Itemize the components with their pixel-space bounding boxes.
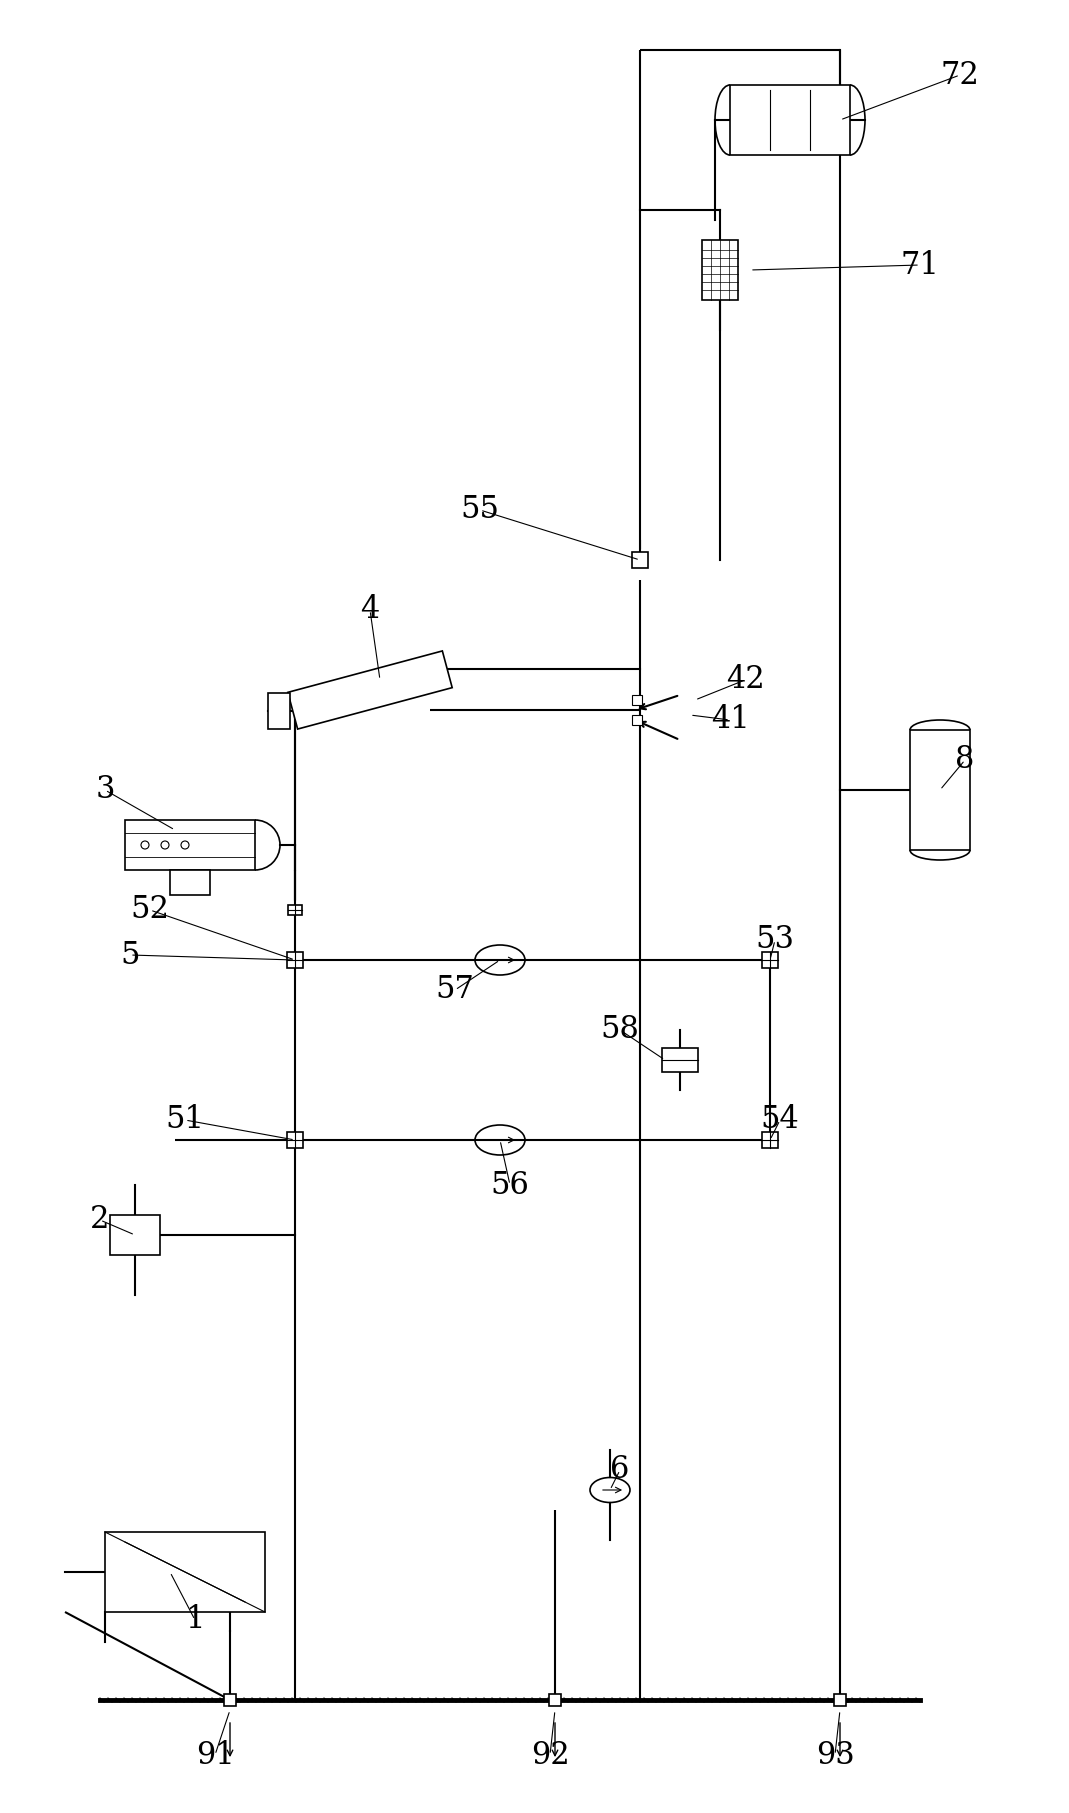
- Text: 6: 6: [610, 1454, 630, 1485]
- Text: 54: 54: [761, 1104, 800, 1135]
- Text: 53: 53: [756, 925, 794, 955]
- Polygon shape: [288, 651, 452, 729]
- Text: 55: 55: [461, 495, 499, 526]
- Bar: [632, 694, 642, 705]
- Circle shape: [141, 841, 149, 848]
- Bar: [288, 905, 303, 916]
- Bar: [662, 1048, 698, 1071]
- Text: 2: 2: [90, 1204, 110, 1235]
- Bar: [730, 85, 850, 154]
- Text: 72: 72: [941, 60, 979, 91]
- Bar: [834, 1693, 846, 1706]
- Text: 91: 91: [196, 1739, 234, 1771]
- Bar: [286, 1131, 303, 1148]
- Text: 4: 4: [360, 595, 379, 625]
- Circle shape: [161, 841, 169, 848]
- Bar: [910, 731, 970, 850]
- Text: 1: 1: [185, 1605, 205, 1635]
- Bar: [286, 952, 303, 968]
- Text: 42: 42: [726, 665, 764, 696]
- Text: 93: 93: [816, 1739, 854, 1771]
- Text: 92: 92: [530, 1739, 570, 1771]
- Bar: [762, 952, 778, 968]
- Text: 41: 41: [711, 705, 749, 736]
- Bar: [110, 1215, 160, 1255]
- Bar: [267, 693, 290, 729]
- Text: 56: 56: [491, 1169, 529, 1200]
- Bar: [549, 1693, 561, 1706]
- Circle shape: [181, 841, 189, 848]
- Text: 52: 52: [130, 894, 170, 925]
- Text: 3: 3: [95, 774, 114, 805]
- Text: 8: 8: [956, 745, 975, 776]
- Bar: [105, 1532, 265, 1612]
- Bar: [702, 239, 738, 299]
- Bar: [170, 870, 210, 896]
- Bar: [632, 551, 648, 567]
- Bar: [224, 1693, 236, 1706]
- Text: 58: 58: [601, 1015, 639, 1046]
- Text: 57: 57: [435, 975, 475, 1006]
- Bar: [125, 819, 255, 870]
- Text: 51: 51: [166, 1104, 204, 1135]
- Text: 71: 71: [900, 250, 940, 281]
- Text: 5: 5: [120, 939, 140, 970]
- Bar: [632, 714, 642, 725]
- Bar: [762, 1131, 778, 1148]
